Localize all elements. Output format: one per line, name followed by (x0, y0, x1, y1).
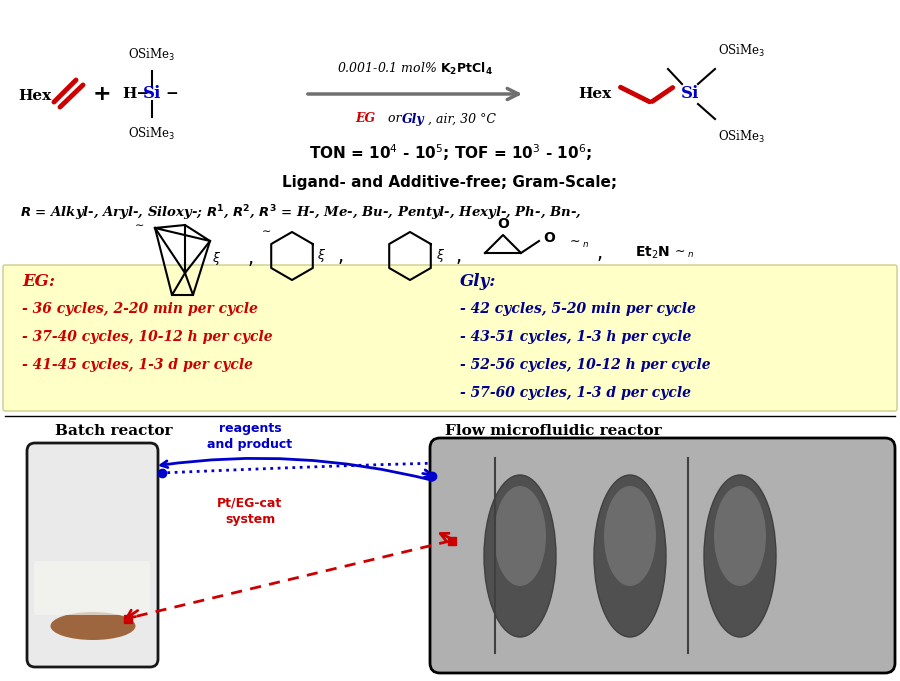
Text: OSiMe$_3$: OSiMe$_3$ (129, 47, 176, 63)
Text: $\sim_n$: $\sim_n$ (567, 236, 590, 249)
Text: Si: Si (143, 86, 161, 103)
Text: Flow microfluidic reactor: Flow microfluidic reactor (445, 424, 662, 438)
Text: $\sim$: $\sim$ (131, 220, 144, 230)
Text: Et$_2$N: Et$_2$N (635, 244, 670, 262)
Text: +: + (93, 84, 112, 104)
Ellipse shape (484, 475, 556, 637)
Text: Hex: Hex (18, 89, 51, 103)
Text: $\sim_n$: $\sim_n$ (672, 247, 695, 259)
Text: Batch reactor: Batch reactor (55, 424, 173, 438)
FancyBboxPatch shape (430, 438, 895, 673)
Text: $\xi$: $\xi$ (212, 249, 221, 266)
Text: Pt/EG-cat
system: Pt/EG-cat system (218, 496, 283, 526)
Text: - 43-51 cycles, 1-3 h per cycle: - 43-51 cycles, 1-3 h per cycle (460, 330, 691, 344)
Text: −: − (165, 87, 178, 101)
Text: $\sim$: $\sim$ (259, 226, 271, 236)
Text: Hex: Hex (578, 87, 611, 101)
Text: EG: EG (355, 112, 375, 125)
Text: Gly: Gly (402, 112, 425, 125)
FancyBboxPatch shape (34, 561, 150, 615)
Text: $\xi$: $\xi$ (436, 247, 446, 264)
Text: ,: , (456, 247, 462, 266)
Text: OSiMe$_3$: OSiMe$_3$ (129, 126, 176, 142)
Text: TON = 10$^4$ - 10$^5$; TOF = 10$^3$ - 10$^6$;: TON = 10$^4$ - 10$^5$; TOF = 10$^3$ - 10… (309, 142, 591, 163)
Text: - 41-45 cycles, 1-3 d per cycle: - 41-45 cycles, 1-3 d per cycle (22, 358, 253, 372)
Text: O: O (543, 231, 555, 245)
Text: - 37-40 cycles, 10-12 h per cycle: - 37-40 cycles, 10-12 h per cycle (22, 330, 273, 344)
Ellipse shape (714, 486, 766, 586)
Text: Gly:: Gly: (460, 272, 497, 289)
Text: , air, 30 °C: , air, 30 °C (428, 112, 496, 125)
Text: O: O (497, 217, 508, 231)
Ellipse shape (594, 475, 666, 637)
Text: 0.001-0.1 mol% $\mathbf{K_2PtCl_4}$: 0.001-0.1 mol% $\mathbf{K_2PtCl_4}$ (338, 61, 493, 77)
Text: or: or (384, 112, 406, 125)
Text: $\bfit{R}$ = Alkyl-, Aryl-, Siloxy-; $\bfit{R}$$^\mathbf{1}$, $\bfit{R}$$^\mathb: $\bfit{R}$ = Alkyl-, Aryl-, Siloxy-; $\b… (20, 203, 581, 223)
Text: - 57-60 cycles, 1-3 d per cycle: - 57-60 cycles, 1-3 d per cycle (460, 386, 691, 400)
Text: EG:: EG: (22, 272, 55, 289)
Text: $\xi$: $\xi$ (317, 247, 326, 264)
Text: Si: Si (680, 86, 699, 103)
Text: OSiMe$_3$: OSiMe$_3$ (718, 43, 765, 59)
Text: ,: , (597, 244, 603, 262)
Text: - 36 cycles, 2-20 min per cycle: - 36 cycles, 2-20 min per cycle (22, 302, 258, 316)
Text: H−: H− (122, 87, 149, 101)
Text: reagents
and product: reagents and product (207, 422, 292, 451)
Text: - 52-56 cycles, 10-12 h per cycle: - 52-56 cycles, 10-12 h per cycle (460, 358, 711, 372)
Ellipse shape (494, 486, 546, 586)
Ellipse shape (50, 612, 136, 640)
Text: - 42 cycles, 5-20 min per cycle: - 42 cycles, 5-20 min per cycle (460, 302, 696, 316)
FancyBboxPatch shape (3, 265, 897, 411)
Text: ,: , (248, 249, 254, 268)
Ellipse shape (604, 486, 656, 586)
Text: Ligand- and Additive-free; Gram-Scale;: Ligand- and Additive-free; Gram-Scale; (283, 176, 617, 191)
Text: OSiMe$_3$: OSiMe$_3$ (718, 129, 765, 145)
FancyBboxPatch shape (27, 443, 158, 667)
Ellipse shape (704, 475, 776, 637)
Text: ,: , (338, 247, 344, 266)
